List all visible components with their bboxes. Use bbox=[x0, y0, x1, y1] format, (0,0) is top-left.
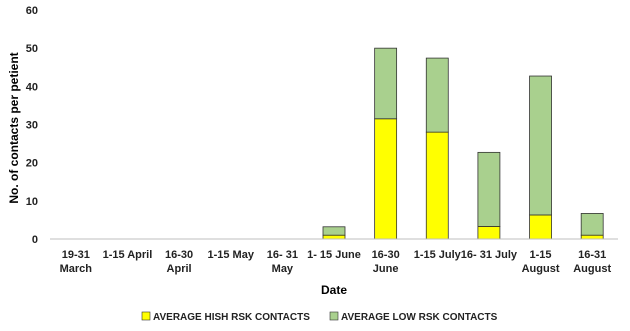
y-tick-label: 60 bbox=[26, 5, 38, 17]
x-tick-label: 16-31 August bbox=[573, 249, 611, 275]
y-axis-title: No. of contacts per petient bbox=[7, 52, 21, 203]
y-tick-label: 10 bbox=[26, 196, 38, 208]
legend: AVERAGE HISH RSK CONTACTS AVERAGE LOW RSK… bbox=[141, 311, 498, 323]
bar-segment-low-risk bbox=[374, 47, 398, 120]
x-tick-label: 1- 15 June bbox=[307, 249, 361, 261]
x-tick-label: 1-15 July bbox=[414, 249, 462, 261]
y-tick-label: 40 bbox=[26, 81, 38, 93]
bar-segment-high-risk bbox=[374, 118, 398, 240]
bar-segment-low-risk bbox=[529, 75, 552, 216]
bar-segment-high-risk bbox=[477, 226, 501, 240]
x-tick-label: 19-31 March bbox=[60, 249, 93, 275]
x-tick-label: 16- 31 July bbox=[461, 249, 518, 261]
bar-segment-low-risk bbox=[425, 57, 449, 133]
bars bbox=[322, 47, 604, 240]
bar-segment-low-risk bbox=[580, 213, 604, 236]
bar-segment-high-risk bbox=[425, 131, 449, 240]
legend-swatch bbox=[329, 311, 339, 321]
bar-segment-low-risk bbox=[322, 226, 346, 236]
x-tick-label: 16-30 June bbox=[372, 249, 400, 275]
bar-segment-low-risk bbox=[477, 151, 501, 227]
y-tick-label: 30 bbox=[26, 120, 38, 132]
legend-label: AVERAGE HISH RSK CONTACTS bbox=[153, 312, 310, 323]
y-tick-label: 50 bbox=[26, 43, 38, 55]
x-axis-ticks: 19-31 March 1-15 April 16-30 April 1-15 May 16… bbox=[60, 249, 612, 275]
x-tick-label: 16-30 April bbox=[165, 249, 193, 275]
x-tick-label: 1-15 May bbox=[207, 249, 254, 261]
legend-label: AVERAGE LOW RSK CONTACTS bbox=[341, 312, 498, 323]
y-tick-label: 20 bbox=[26, 158, 38, 170]
bar-segment-high-risk bbox=[529, 214, 552, 240]
x-tick-label: 1-15 April bbox=[103, 249, 153, 261]
x-tick-label: 16- 31 May bbox=[267, 249, 298, 275]
y-axis-ticks: 0 10 20 30 40 50 60 bbox=[26, 5, 38, 246]
bar-segment-high-risk bbox=[322, 234, 346, 240]
legend-swatch bbox=[141, 311, 151, 321]
x-axis-title: Date bbox=[321, 283, 347, 297]
x-tick-label: 1-15 August bbox=[522, 249, 560, 275]
bar-segment-high-risk bbox=[580, 234, 604, 240]
y-tick-label: 0 bbox=[32, 234, 38, 246]
